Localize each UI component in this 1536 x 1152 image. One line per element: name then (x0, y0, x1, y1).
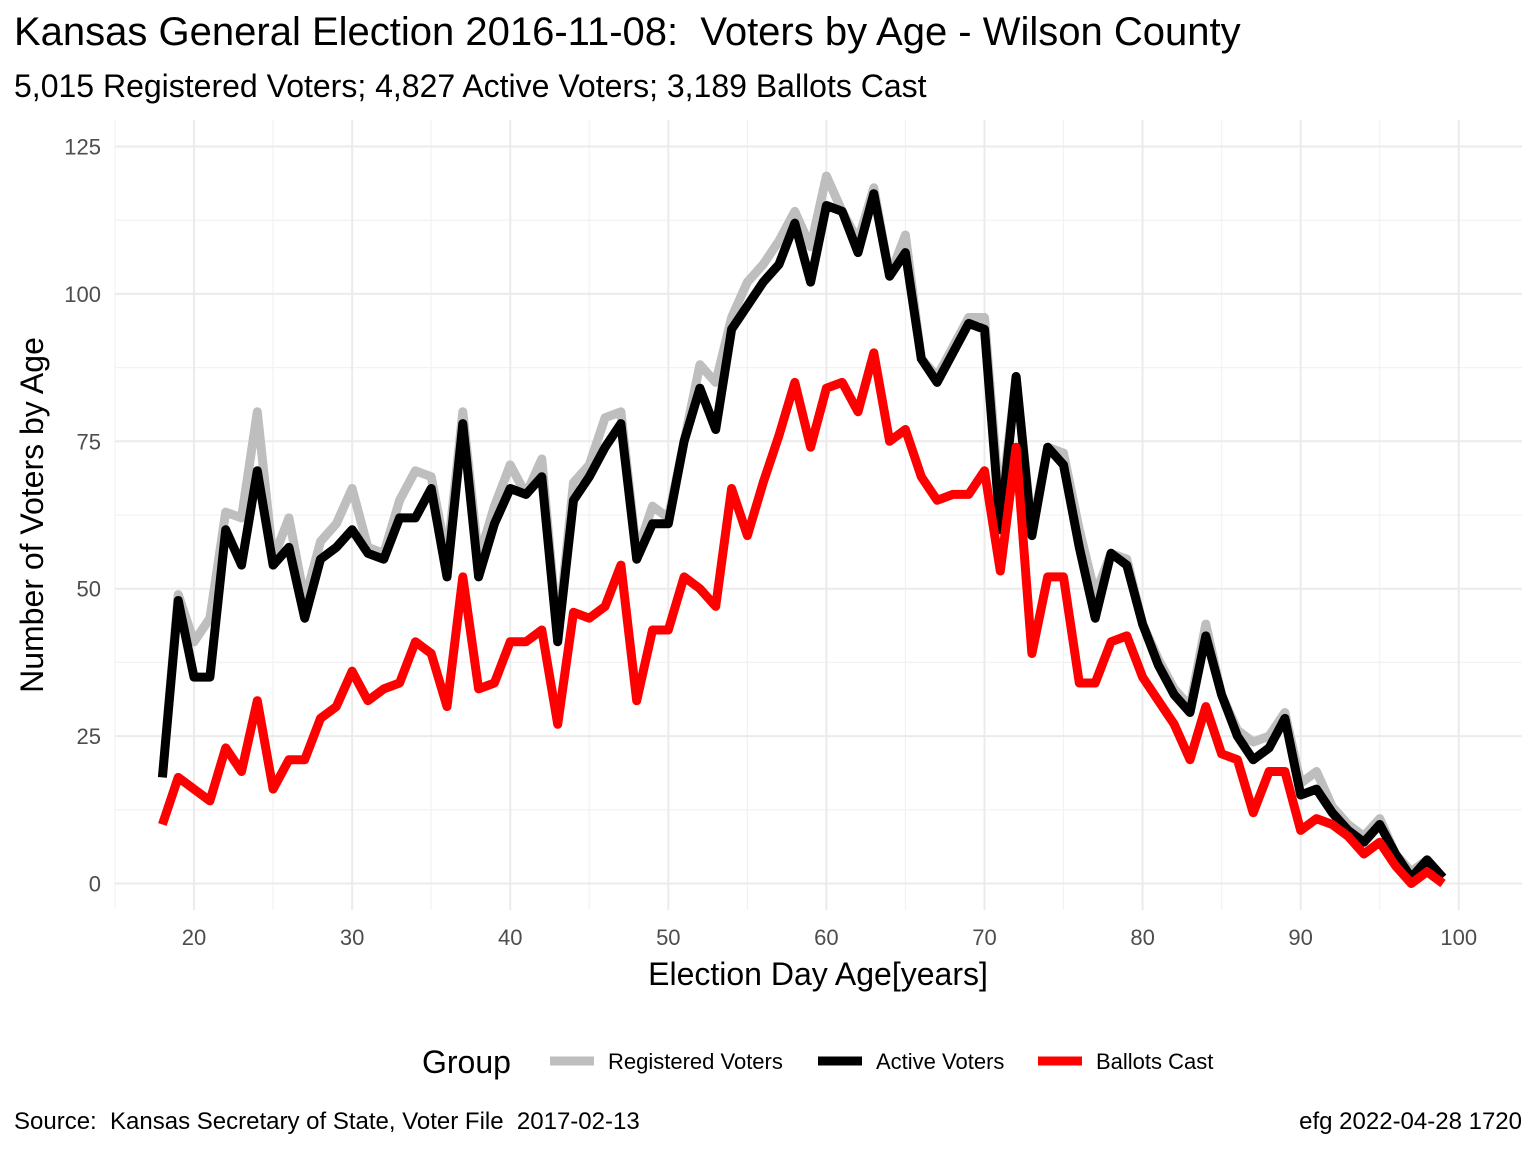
source-caption: Source: Kansas Secretary of State, Voter… (14, 1108, 640, 1135)
x-tick-label: 100 (1440, 925, 1477, 950)
x-tick-label: 20 (182, 925, 206, 950)
y-axis-ticks: 0 25 50 75 100 125 (64, 135, 101, 897)
stamp-caption: efg 2022-04-28 1720 (1299, 1108, 1522, 1135)
x-tick-label: 90 (1288, 925, 1312, 950)
x-tick-label: 30 (340, 925, 364, 950)
grid-major (115, 120, 1522, 910)
legend-title: Group (422, 1044, 511, 1080)
grid-minor (114, 120, 1522, 910)
y-tick-label: 50 (77, 577, 101, 602)
x-axis-title: Election Day Age[years] (648, 956, 988, 992)
x-axis-ticks: 20 30 40 50 60 70 80 90 100 (182, 925, 1477, 950)
y-tick-label: 125 (64, 135, 101, 160)
y-tick-label: 75 (77, 429, 101, 454)
y-tick-label: 0 (89, 871, 101, 896)
x-tick-label: 60 (814, 925, 838, 950)
legend-label-ballots-cast: Ballots Cast (1096, 1049, 1213, 1074)
x-tick-label: 50 (656, 925, 680, 950)
y-tick-label: 100 (64, 282, 101, 307)
x-tick-label: 70 (972, 925, 996, 950)
series-line-active-voters (157, 189, 1447, 883)
series-lines (157, 171, 1447, 888)
legend-label-active-voters: Active Voters (876, 1049, 1004, 1074)
y-axis-title: Number of Voters by Age (14, 337, 50, 693)
x-tick-label: 80 (1130, 925, 1154, 950)
chart-title: Kansas General Election 2016-11-08: Vote… (14, 10, 1241, 54)
series-line-ballots-cast (158, 348, 1446, 888)
chart-subtitle: 5,015 Registered Voters; 4,827 Active Vo… (14, 68, 927, 104)
legend-label-registered-voters: Registered Voters (608, 1049, 783, 1074)
legend: Group Registered Voters Active Voters Ballo… (422, 1044, 1213, 1080)
x-tick-label: 40 (498, 925, 522, 950)
y-tick-label: 25 (77, 724, 101, 749)
